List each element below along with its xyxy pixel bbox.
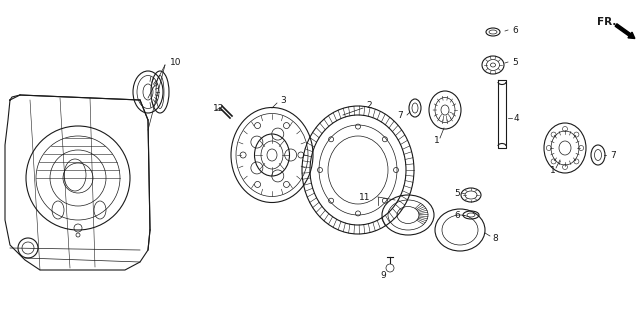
Text: 9: 9 xyxy=(380,270,386,280)
Text: 12: 12 xyxy=(213,104,225,112)
Text: 5: 5 xyxy=(454,188,460,197)
Text: 7: 7 xyxy=(397,111,403,120)
Text: FR.: FR. xyxy=(597,17,617,27)
Text: 11: 11 xyxy=(358,193,370,201)
Text: 4: 4 xyxy=(514,113,520,122)
Text: 10: 10 xyxy=(170,57,182,66)
Text: 7: 7 xyxy=(610,150,616,159)
Text: 2: 2 xyxy=(366,100,372,109)
Text: 5: 5 xyxy=(512,57,518,66)
Text: 6: 6 xyxy=(454,210,460,219)
Text: 1: 1 xyxy=(434,136,440,145)
FancyArrow shape xyxy=(615,24,635,39)
Text: 3: 3 xyxy=(280,95,285,104)
Text: 8: 8 xyxy=(492,234,498,243)
Text: 1: 1 xyxy=(550,166,556,175)
Text: 6: 6 xyxy=(512,26,518,35)
